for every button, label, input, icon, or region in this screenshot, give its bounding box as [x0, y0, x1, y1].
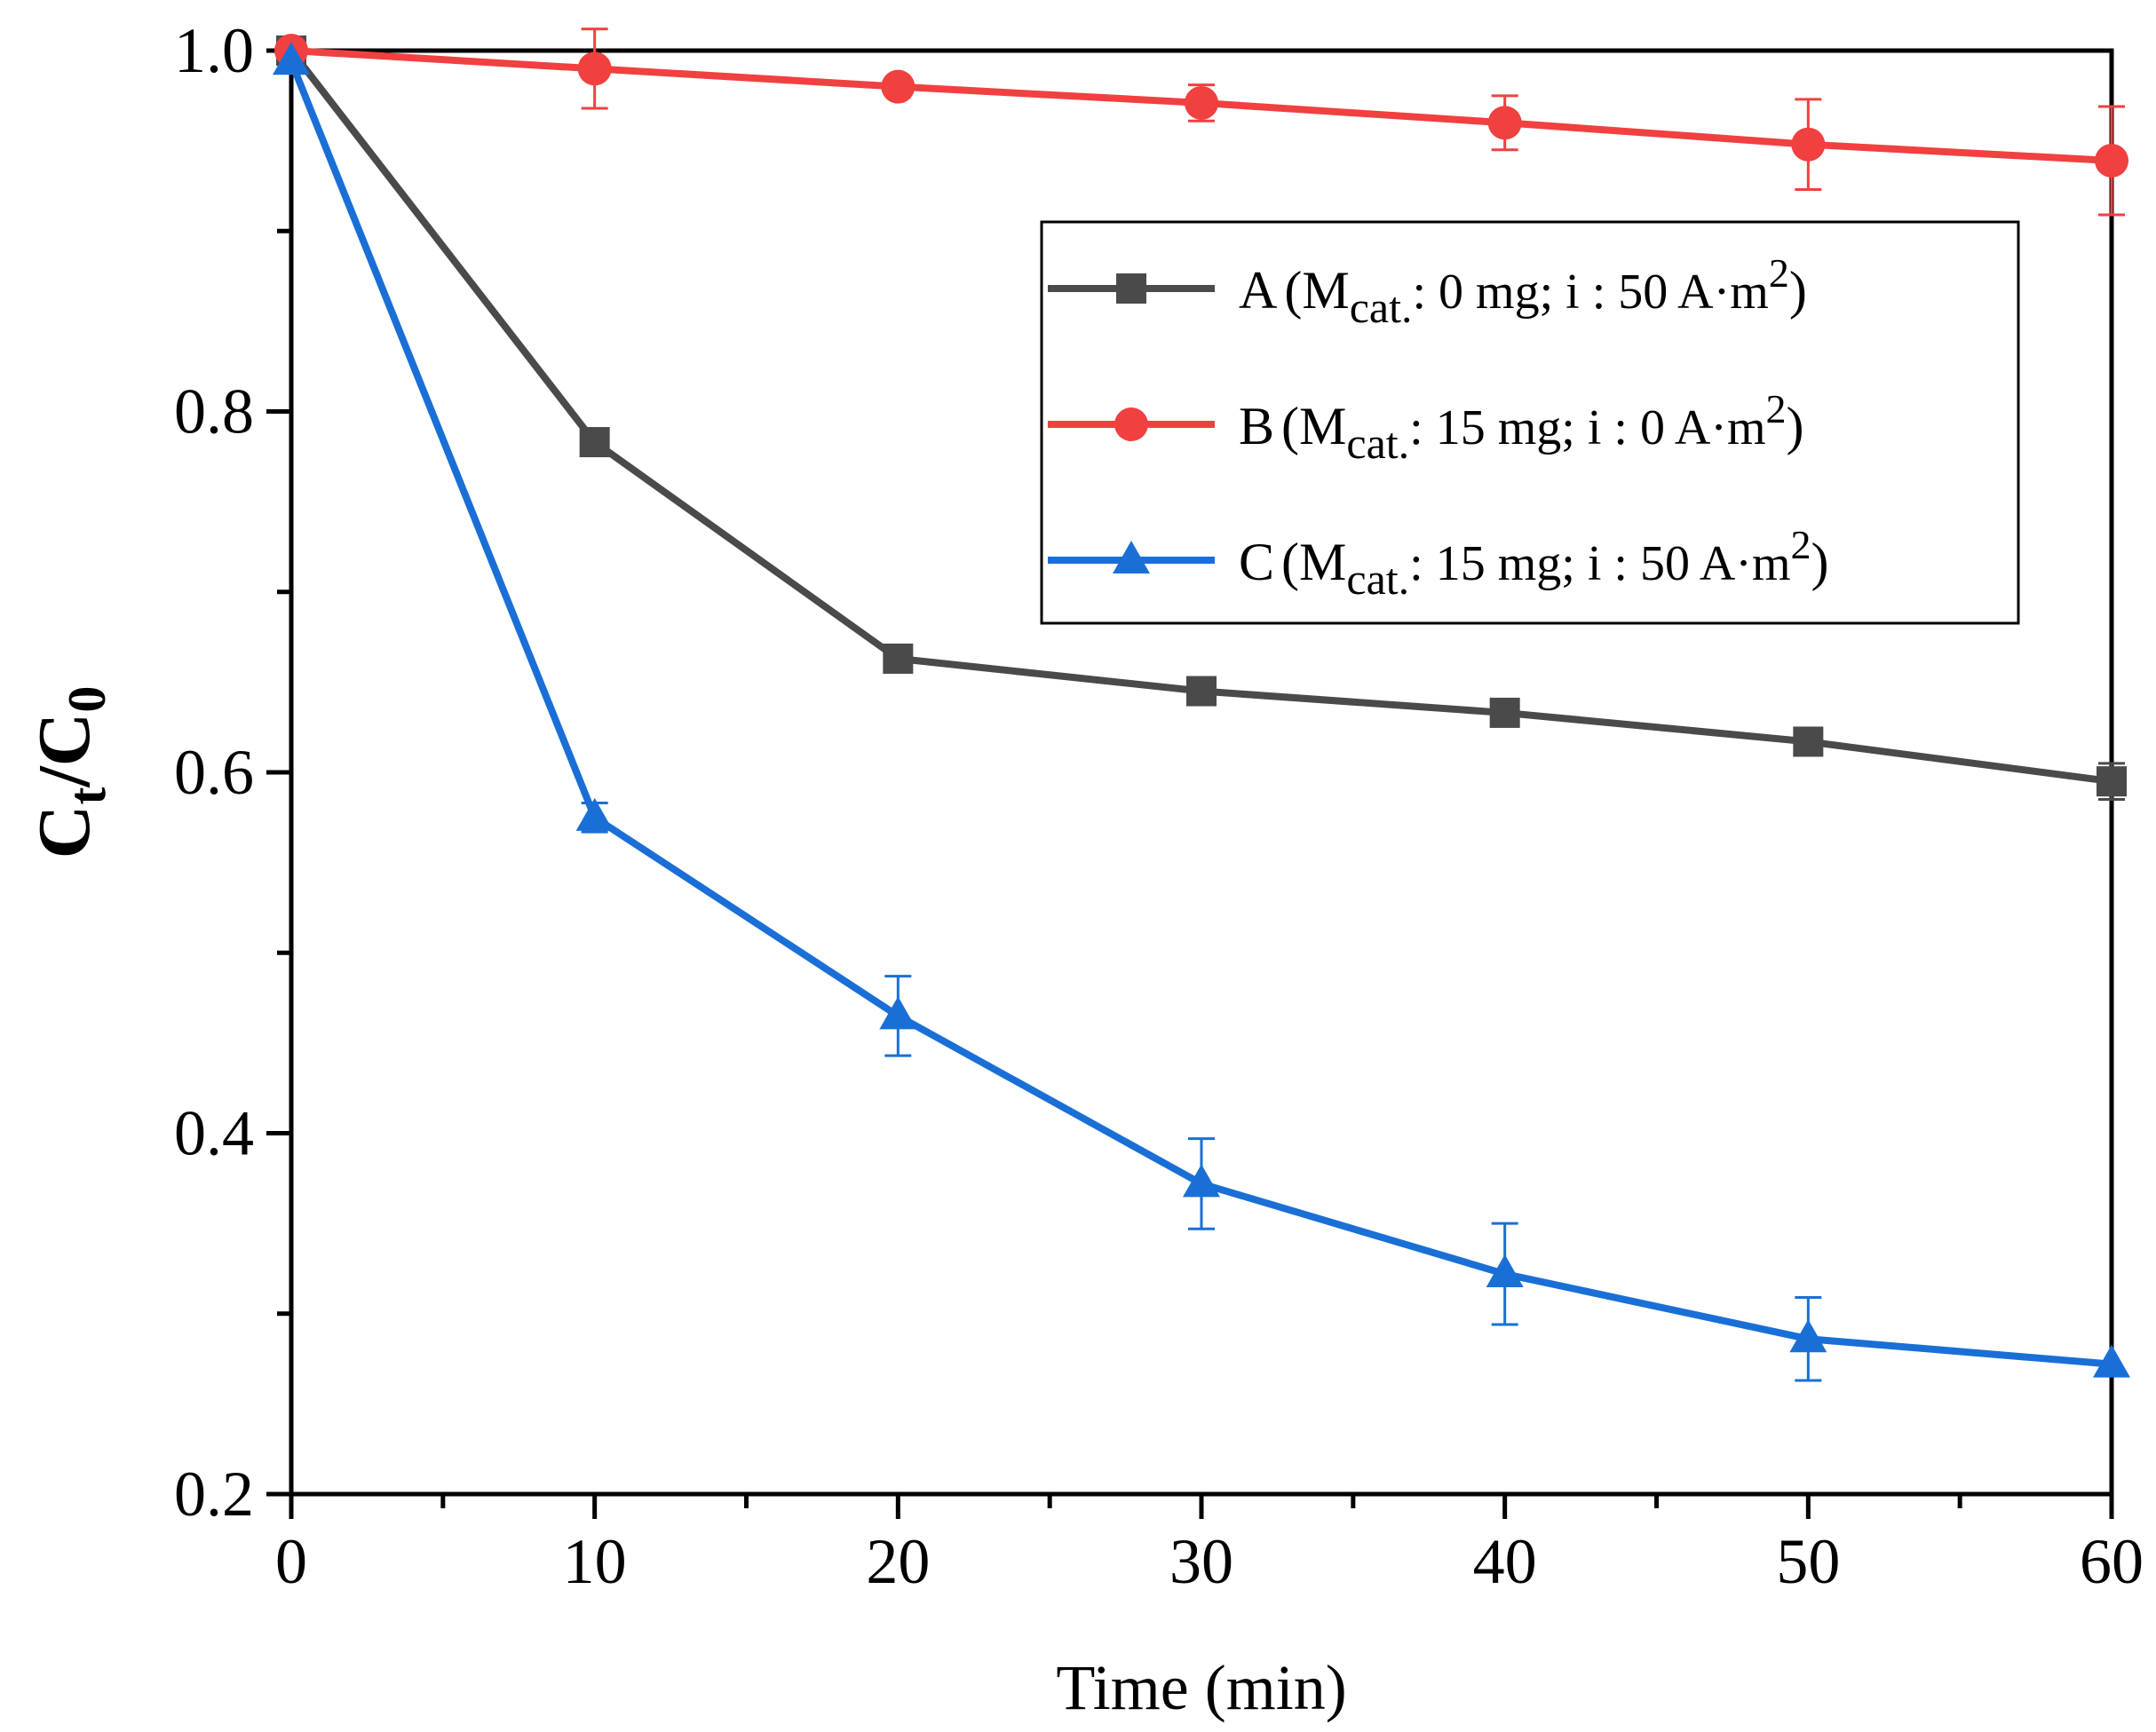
data-point — [1789, 1319, 1827, 1353]
legend-swatch-marker — [1113, 541, 1150, 573]
y-axis-title-sub1: t — [58, 787, 116, 805]
legend-label: B (Mcat.: 15 mg; i : 0 A·m2) — [1239, 386, 1804, 468]
legend-swatch-marker — [1114, 407, 1148, 441]
data-point — [579, 427, 610, 458]
legend-label: A (Mcat.: 0 mg; i : 50 A·m2) — [1239, 250, 1807, 332]
legend-label: C (Mcat.: 15 mg; i : 50 A·m2) — [1239, 522, 1829, 604]
data-point — [1183, 1164, 1220, 1198]
x-tick-label: 10 — [563, 1526, 627, 1597]
data-point — [2097, 766, 2127, 797]
x-tick-label: 40 — [1473, 1526, 1537, 1597]
legend-item-C: C (Mcat.: 15 mg; i : 50 A·m2) — [1048, 522, 1829, 604]
legend: A (Mcat.: 0 mg; i : 50 A·m2) B (Mcat.: 15 m… — [1040, 220, 2020, 625]
legend-swatch-marker — [1116, 273, 1146, 304]
y-tick-label: 0.4 — [174, 1098, 254, 1169]
x-tick-label: 50 — [1776, 1526, 1840, 1597]
data-point — [1486, 1254, 1524, 1288]
data-point — [1186, 676, 1217, 707]
data-point — [273, 42, 310, 75]
y-axis-title: Ct/C0 — [23, 686, 116, 859]
data-point — [2093, 1344, 2130, 1378]
legend-item-B: B (Mcat.: 15 mg; i : 0 A·m2) — [1048, 386, 1804, 468]
legend-item-A: A (Mcat.: 0 mg; i : 50 A·m2) — [1048, 250, 1807, 332]
y-tick-label: 0.8 — [174, 376, 254, 447]
x-tick-label: 60 — [2080, 1526, 2144, 1597]
x-tick-label: 0 — [275, 1526, 307, 1597]
data-point — [881, 69, 916, 104]
data-point — [1791, 127, 1826, 162]
y-tick-label: 0.6 — [174, 737, 254, 808]
data-point — [1487, 106, 1522, 140]
y-tick-label: 1.0 — [174, 15, 254, 86]
series-C — [273, 42, 2130, 1382]
y-tick-label: 0.2 — [174, 1459, 254, 1530]
data-point — [1185, 85, 1218, 120]
series-B — [274, 28, 2128, 217]
y-axis-title-slash: /C — [23, 713, 106, 788]
x-tick-label: 20 — [866, 1526, 930, 1597]
y-axis-title-base: C — [23, 805, 106, 859]
data-point — [577, 51, 612, 86]
x-axis-title: Time (min) — [1056, 1652, 1346, 1723]
data-point — [1489, 697, 1520, 728]
data-point — [575, 797, 614, 831]
data-point — [883, 643, 914, 674]
data-point — [1793, 726, 1824, 757]
data-point — [2095, 143, 2128, 178]
y-axis-title-sub2: 0 — [58, 686, 116, 713]
x-tick-label: 30 — [1169, 1526, 1233, 1597]
data-point — [879, 996, 917, 1030]
